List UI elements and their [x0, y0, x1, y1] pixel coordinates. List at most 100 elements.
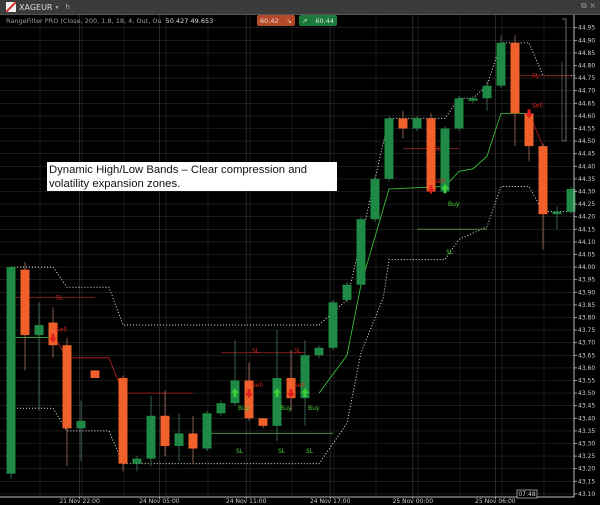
price-tick-label: 43.15 [578, 478, 595, 485]
candle [146, 395, 156, 467]
candle-body [454, 98, 464, 129]
price-tick-label: 43.10 [578, 491, 595, 498]
chevron-down-icon[interactable]: ▾ [55, 3, 59, 11]
sell-label: Sell [252, 382, 263, 389]
price-tick-label: 43.25 [578, 453, 595, 460]
candle [538, 143, 548, 250]
candle-body [34, 325, 44, 336]
candle-body [356, 219, 366, 285]
buy-trail-line [318, 112, 529, 394]
candle-body [398, 118, 408, 129]
price-tick-label: 43.80 [578, 315, 595, 322]
current-time-label: 07:48 [518, 491, 535, 498]
indicator-label: RangeFilter PRO (Close, 200, 1.8, 18, 4,… [6, 17, 162, 25]
arrow-up-icon [301, 388, 309, 398]
sell-signal: Sell SL [525, 73, 543, 119]
candle-body [244, 380, 254, 419]
arrow-up-icon [441, 183, 449, 193]
sell-trail-line [52, 334, 193, 394]
stop-loss-label: SL [532, 73, 540, 80]
sell-signal: Sell SL [427, 146, 445, 194]
signals: SellSLBuySLSellSLBuySLSellSLBuySLSellSLB… [49, 73, 543, 455]
price-tick-label: 44.40 [578, 163, 595, 170]
arrow-down-icon [245, 389, 253, 399]
symbol-selector[interactable]: XAGEUR ▾ h [6, 1, 70, 13]
time-tick-label: 24 Nov 05:00 [139, 498, 180, 505]
candle-body [440, 128, 450, 192]
candle [202, 410, 212, 452]
stop-loss-label: SL [434, 146, 442, 153]
price-tick-label: 43.70 [578, 340, 595, 347]
buy-label: Buy [280, 405, 292, 412]
price-tick-label: 43.95 [578, 277, 595, 284]
candle [76, 400, 86, 462]
candle [454, 95, 464, 132]
price-tick-label: 44.55 [578, 126, 595, 133]
candle-body [314, 347, 324, 356]
candle-body [76, 420, 86, 429]
indicator-legend: RangeFilter PRO (Close, 200, 1.8, 18, 4,… [6, 17, 213, 25]
measure-ruler[interactable] [561, 18, 567, 142]
arrow-up-icon [231, 388, 239, 398]
candle [62, 337, 72, 467]
time-tick-label: 25 Nov 06:00 [475, 498, 516, 505]
arrow-up-right-icon: ↗ [302, 16, 308, 25]
candle [398, 110, 408, 139]
timeframe-button[interactable]: h [65, 3, 70, 11]
sell-signal: Sell SL [287, 347, 305, 399]
candle-body [524, 113, 534, 147]
window-controls[interactable]: ⧉ × [581, 1, 596, 10]
candle-body [426, 118, 436, 192]
candle-body [132, 458, 142, 464]
lower-band [11, 185, 576, 465]
price-tick-label: 44.20 [578, 214, 595, 221]
candle-body [370, 178, 380, 220]
time-tick-label: 24 Nov 11:00 [226, 498, 267, 505]
price-tick-label: 44.60 [578, 113, 595, 120]
candle [440, 125, 450, 195]
buy-signal: Buy SL [231, 388, 250, 455]
price-tick-label: 43.90 [578, 289, 595, 296]
candle-body [566, 188, 576, 212]
candle [328, 299, 338, 351]
buy-button[interactable]: ↗ 60.44 [299, 15, 337, 26]
buy-label: Buy [308, 405, 320, 412]
candle [34, 302, 44, 411]
sell-button[interactable]: 60.42 ↘ [257, 15, 295, 26]
candle [216, 400, 226, 416]
candle-body [62, 345, 72, 429]
candle-body [552, 211, 562, 215]
axes: 44.95 44.90 44.85 44.80 44.75 44.70 44.65 44.60… [0, 14, 595, 505]
sell-label: Sell [56, 327, 67, 334]
stop-loss-label: SL [278, 448, 286, 455]
title-bar: XAGEUR ▾ h ⧉ × [0, 0, 600, 15]
candle-body [272, 377, 282, 426]
candle-body [174, 433, 184, 447]
price-tick-label: 43.75 [578, 327, 595, 334]
price-tick-label: 44.85 [578, 50, 595, 57]
candle-body [300, 355, 310, 399]
arrow-down-right-icon: ↘ [286, 16, 292, 25]
candle-body [90, 370, 100, 378]
buy-signal: Buy SL [273, 388, 292, 455]
candle [566, 186, 576, 215]
candle [426, 113, 436, 195]
annotation-textbox[interactable]: Dynamic High/Low Bands – Clear compressi… [47, 162, 337, 191]
candle [6, 267, 16, 479]
price-tick-label: 44.25 [578, 201, 595, 208]
sell-signal: Sell SL [245, 347, 263, 399]
candle-body [510, 42, 520, 114]
stop-loss-label: SL [446, 249, 454, 256]
plot-background [0, 14, 574, 497]
time-tick-label: 21 Nov 22:00 [59, 498, 100, 505]
candle-body [384, 118, 394, 179]
candle [20, 262, 30, 371]
price-tick-label: 43.55 [578, 378, 595, 385]
price-tick-label: 44.50 [578, 138, 595, 145]
price-tick-label: 44.75 [578, 75, 595, 82]
candles [6, 35, 576, 479]
candle [314, 345, 324, 358]
candle [510, 35, 520, 147]
candle [342, 282, 352, 303]
